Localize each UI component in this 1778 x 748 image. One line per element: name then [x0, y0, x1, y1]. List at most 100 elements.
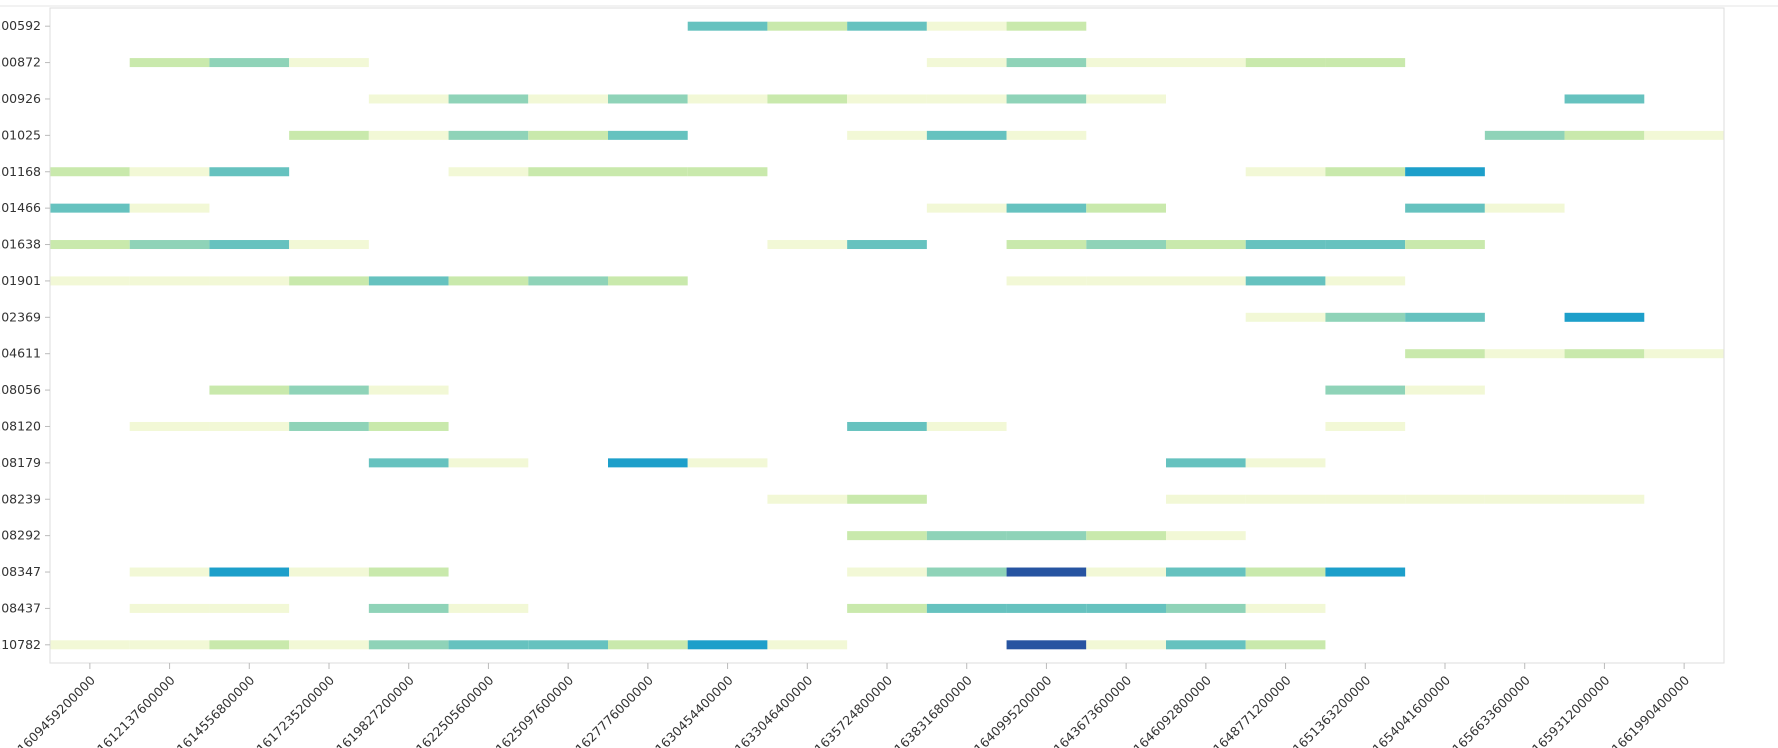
x-tick-label: 1638316800000 — [891, 672, 975, 748]
y-tick-label: 104611 — [0, 346, 41, 361]
heatmap-cell — [926, 567, 1007, 577]
x-tick-label: 1617235200000 — [253, 672, 337, 748]
heatmap-cell — [1166, 603, 1246, 613]
heatmap-cell — [608, 94, 688, 104]
heatmap-cell — [1006, 203, 1087, 213]
heatmap-cell — [1086, 640, 1166, 650]
heatmap-cell — [1006, 276, 1087, 286]
heatmap-cell — [1086, 603, 1166, 613]
heatmap-cell — [209, 640, 290, 650]
heatmap-cell — [767, 21, 848, 31]
heatmap-cell — [1405, 312, 1485, 322]
x-tick-label: 1651363200000 — [1290, 672, 1374, 748]
heatmap-cell — [368, 458, 449, 468]
heatmap-cell — [289, 421, 369, 431]
heatmap-cell — [1006, 567, 1087, 577]
heatmap-cell — [1245, 58, 1326, 68]
x-tick-label: 1625097600000 — [493, 672, 577, 748]
heatmap-cell — [1325, 58, 1406, 68]
heatmap-cell — [1006, 130, 1087, 140]
heatmap-cell — [50, 203, 130, 213]
heatmap-cell — [448, 167, 529, 177]
heatmap-cell — [926, 203, 1007, 213]
y-tick-label: 108437 — [0, 600, 41, 615]
heatmap-cell — [1484, 349, 1565, 359]
heatmap-cell — [209, 240, 290, 250]
heatmap-cell — [1166, 240, 1246, 250]
heatmap-cell — [289, 240, 369, 250]
heatmap-cell — [926, 421, 1007, 431]
heatmap-cell — [289, 276, 369, 286]
heatmap-cell — [448, 94, 529, 104]
heatmap-cell — [608, 276, 688, 286]
heatmap-cell — [767, 94, 848, 104]
x-tick-label: 1619827200000 — [333, 672, 417, 748]
heatmap-cell — [1166, 640, 1246, 650]
heatmap-cell — [926, 603, 1007, 613]
heatmap-cell — [289, 567, 369, 577]
heatmap-cell — [129, 58, 210, 68]
heatmap-cell — [289, 640, 369, 650]
heatmap-cell — [847, 240, 927, 250]
heatmap-cell — [687, 167, 768, 177]
y-tick-label: 100872 — [0, 55, 41, 70]
x-tick-label: 1614556800000 — [174, 672, 258, 748]
heatmap-cell — [368, 603, 449, 613]
heatmap-cell — [767, 240, 848, 250]
heatmap-cell — [1564, 494, 1645, 504]
heatmap-cell — [1644, 130, 1724, 140]
heatmap-cell — [1006, 240, 1087, 250]
x-tick-label: 1656633600000 — [1449, 672, 1533, 748]
heatmap-cell — [926, 21, 1007, 31]
heatmap-cell — [847, 603, 927, 613]
heatmap-cell — [1245, 494, 1326, 504]
y-tick-label: 101901 — [0, 273, 41, 288]
heatmap-cell — [50, 640, 130, 650]
heatmap-cell — [926, 130, 1007, 140]
heatmap-cell — [1405, 385, 1485, 395]
heatmap-cell — [209, 276, 290, 286]
x-tick-label: 1635724800000 — [811, 672, 895, 748]
x-tick-label: 1630454400000 — [652, 672, 736, 748]
y-tick-label: 101466 — [0, 200, 41, 215]
heatmap-cell — [1166, 531, 1246, 541]
heatmap-cell — [448, 603, 529, 613]
x-axis: 1609459200000161213760000016145568000001… — [14, 663, 1692, 748]
heatmap-cell — [847, 567, 927, 577]
heatmap-cell — [1405, 494, 1485, 504]
heatmap-cell — [1325, 240, 1406, 250]
y-tick-label: 101638 — [0, 237, 41, 252]
x-tick-label: 1633046400000 — [732, 672, 816, 748]
heatmap-cell — [1325, 167, 1406, 177]
heatmap-cell — [1405, 240, 1485, 250]
heatmap-cell — [209, 567, 290, 577]
heatmap-cell — [608, 130, 688, 140]
heatmap-cell — [1166, 458, 1246, 468]
heatmap-cell — [448, 276, 529, 286]
heatmap-cell — [1644, 349, 1724, 359]
x-tick-label: 1627776000000 — [572, 672, 656, 748]
heatmap-cell — [50, 276, 130, 286]
y-tick-label: 101025 — [0, 127, 41, 142]
y-tick-label: 108179 — [0, 455, 41, 470]
heatmap-cell — [1245, 312, 1326, 322]
heatmap-cell — [1325, 385, 1406, 395]
y-tick-label: 101168 — [0, 164, 41, 179]
heatmap-cell — [1166, 276, 1246, 286]
heatmap-cell — [687, 21, 768, 31]
heatmap-cell — [687, 458, 768, 468]
heatmap-cell — [1325, 276, 1406, 286]
heatmap-cell — [1006, 603, 1087, 613]
heatmap-cell — [129, 640, 210, 650]
heatmap-cell — [847, 494, 927, 504]
heatmap-cell — [1166, 494, 1246, 504]
heatmap-cell — [209, 167, 290, 177]
heatmap-cell — [50, 240, 130, 250]
heatmap-cell — [608, 640, 688, 650]
heatmap-cells — [50, 21, 1724, 650]
heatmap-cell — [847, 421, 927, 431]
y-tick-label: 100592 — [0, 18, 41, 33]
heatmap-cell — [1086, 203, 1166, 213]
